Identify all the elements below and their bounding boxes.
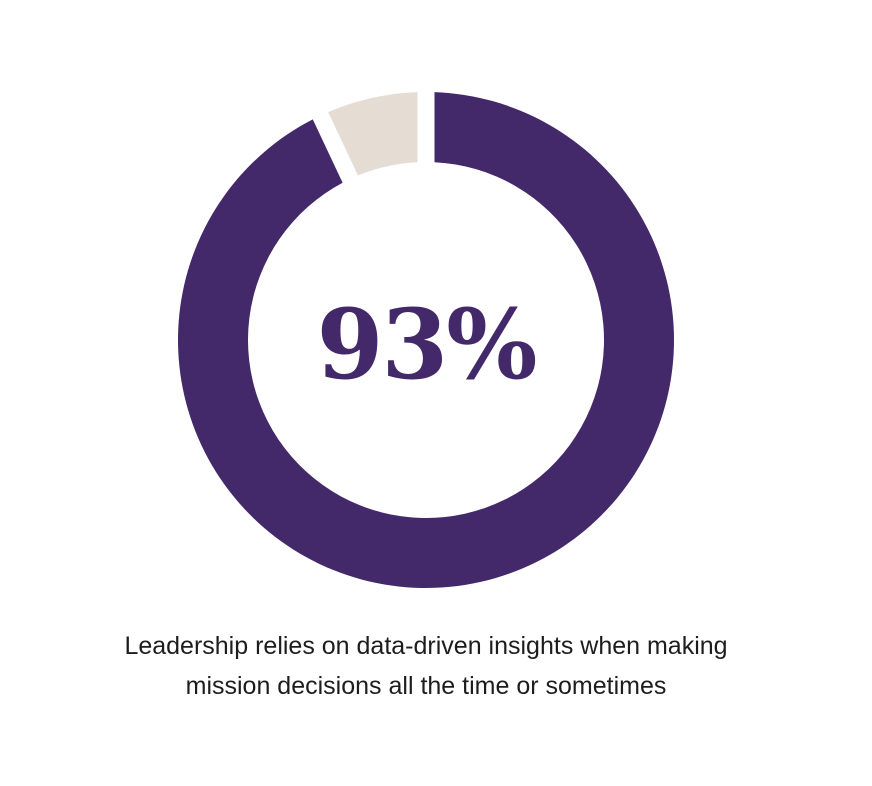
chart-caption: Leadership relies on data-driven insight… — [36, 626, 816, 706]
donut-chart: 93% — [177, 92, 674, 589]
caption-line-1: Leadership relies on data-driven insight… — [124, 632, 728, 660]
center-percentage: 93% — [316, 288, 538, 401]
donut-svg — [177, 92, 674, 589]
caption-line-2: mission decisions all the time or someti… — [185, 672, 667, 700]
slice-no — [328, 92, 418, 176]
